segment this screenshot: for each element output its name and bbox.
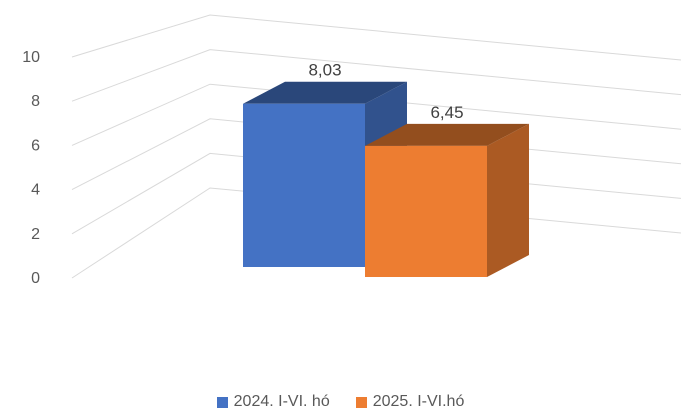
y-tick-label: 8 — [31, 93, 40, 110]
bar-1 — [365, 123, 529, 277]
data-label-0: 8,03 — [308, 61, 341, 80]
y-axis-ticks: 0 2 4 6 8 10 — [22, 49, 40, 287]
bar-side — [487, 123, 529, 277]
gridline — [71, 14, 681, 61]
y-tick-label: 4 — [31, 182, 40, 199]
bars — [243, 81, 529, 277]
gridline — [71, 49, 681, 102]
data-labels: 8,03 6,45 — [308, 61, 463, 122]
y-tick-label: 2 — [31, 226, 40, 243]
legend-swatch-2025 — [355, 396, 367, 408]
bar-front — [365, 145, 487, 277]
y-tick-label: 10 — [22, 49, 40, 66]
legend-label-2024: 2024. I-VI. hó — [233, 393, 330, 410]
bar-front — [243, 103, 365, 267]
legend-swatch-2024 — [216, 396, 228, 408]
bar-top — [365, 123, 529, 146]
legend: 2024. I-VI. hó 2025. I-VI.hó — [0, 393, 681, 411]
legend-item-2024: 2024. I-VI. hó — [216, 393, 330, 411]
legend-item-2025: 2025. I-VI.hó — [355, 393, 465, 411]
y-tick-label: 0 — [31, 270, 40, 287]
y-tick-label: 6 — [31, 137, 40, 154]
gridline — [71, 83, 681, 146]
legend-label-2025: 2025. I-VI.hó — [372, 393, 465, 410]
bar-top — [243, 81, 407, 104]
data-label-1: 6,45 — [430, 103, 463, 122]
